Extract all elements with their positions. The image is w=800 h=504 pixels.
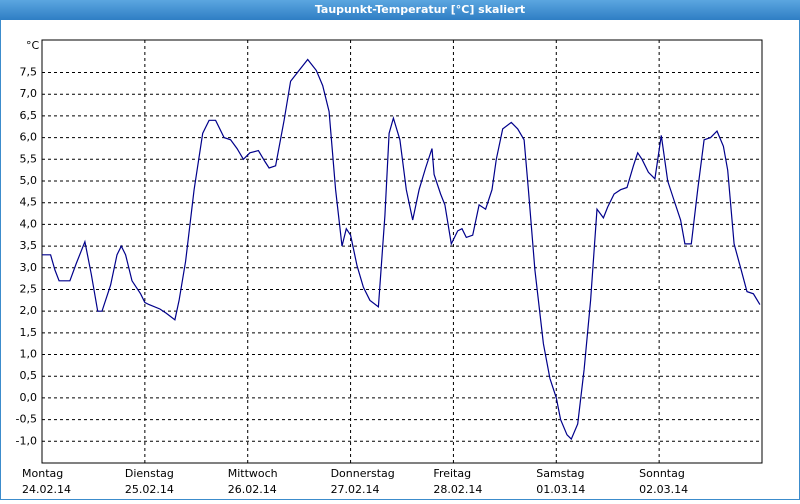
y-tick-label: 7,0 bbox=[20, 87, 38, 100]
y-tick-label: 4,0 bbox=[20, 217, 38, 230]
y-tick-label: 7,5 bbox=[20, 66, 38, 79]
y-tick-label: 0,0 bbox=[20, 391, 38, 404]
y-tick-label: 1,0 bbox=[20, 348, 38, 361]
y-tick-label: 4,5 bbox=[20, 196, 38, 209]
x-tick-date: 26.02.14 bbox=[228, 483, 277, 496]
y-tick-label: 2,5 bbox=[20, 282, 38, 295]
x-tick-date: 02.03.14 bbox=[639, 483, 688, 496]
x-tick-label: Samstag bbox=[536, 467, 584, 480]
x-tick-date: 01.03.14 bbox=[536, 483, 585, 496]
y-tick-label: -0,5 bbox=[16, 413, 37, 426]
x-tick-date: 28.02.14 bbox=[433, 483, 482, 496]
y-tick-label: 1,5 bbox=[20, 326, 38, 339]
x-tick-label: Sonntag bbox=[639, 467, 685, 480]
x-tick-label: Mittwoch bbox=[228, 467, 278, 480]
x-tick-label: Donnerstag bbox=[331, 467, 395, 480]
y-tick-label: 5,5 bbox=[20, 152, 38, 165]
y-tick-label: 6,0 bbox=[20, 131, 38, 144]
x-tick-date: 27.02.14 bbox=[331, 483, 380, 496]
y-tick-label: 2,0 bbox=[20, 304, 38, 317]
y-tick-label: 3,5 bbox=[20, 239, 38, 252]
chart-title: Taupunkt-Temperatur [°C] skaliert bbox=[315, 3, 525, 16]
y-tick-label: -1,0 bbox=[16, 434, 37, 447]
y-tick-label: 5,0 bbox=[20, 174, 38, 187]
title-bar bbox=[0, 0, 800, 20]
y-tick-label: 6,5 bbox=[20, 109, 38, 122]
y-tick-label: 3,0 bbox=[20, 261, 38, 274]
x-tick-label: Freitag bbox=[433, 467, 471, 480]
y-unit: °C bbox=[26, 39, 40, 52]
x-tick-date: 25.02.14 bbox=[125, 483, 174, 496]
x-tick-label: Dienstag bbox=[125, 467, 174, 480]
y-tick-label: 0,5 bbox=[20, 369, 38, 382]
data-line bbox=[42, 58, 761, 441]
x-tick-date: 24.02.14 bbox=[22, 483, 71, 496]
x-tick-label: Montag bbox=[22, 467, 63, 480]
